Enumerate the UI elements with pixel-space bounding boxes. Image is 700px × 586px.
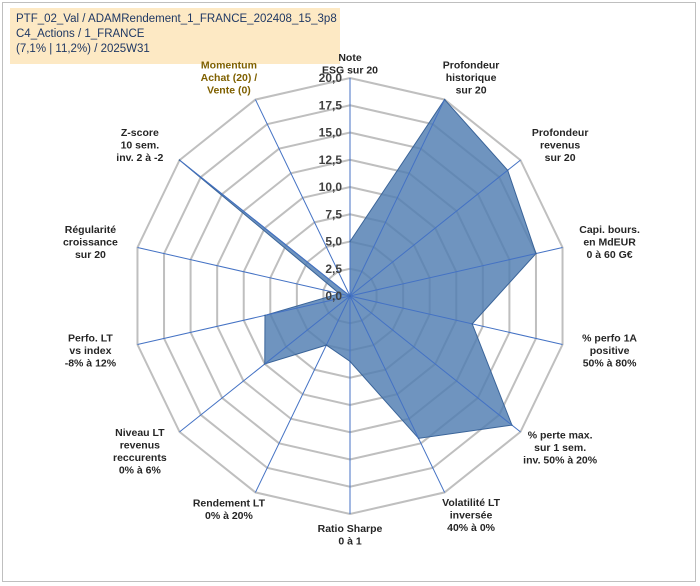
axis-label-6-line-1: inversée	[450, 509, 493, 521]
spoke-2	[349, 159, 521, 297]
tick-label-5: 12,5	[319, 153, 343, 167]
axis-label-0: Note ESG sur 20	[322, 52, 378, 77]
axis-label-2-line-0: Profondeur	[532, 127, 589, 139]
info-line-2: C4_Actions / 1_FRANCE	[16, 28, 145, 40]
spoke-3	[349, 247, 563, 297]
axis-label-9-line-3: 0% à 6%	[119, 465, 162, 477]
axis-label-4-line-0: % perfo 1A	[582, 332, 637, 344]
axis-label-3-line-2: 0 à 60 G€	[587, 249, 633, 261]
spoke-1	[349, 99, 446, 297]
data-point-6	[417, 437, 420, 440]
axis-label-11-line-1: croissance	[63, 237, 118, 249]
axis-label-1-line-2: sur 20	[456, 85, 487, 97]
spoke-4	[349, 295, 563, 345]
axis-label-0-line-1: ESG sur 20	[322, 65, 378, 77]
data-point-9	[263, 363, 266, 365]
axis-label-7: Ratio Sharpe 0 à 1	[318, 523, 383, 548]
axis-label-1-line-1: historique	[446, 72, 497, 84]
info-line-3: (7,1% | 11,2%) / 2025W31	[16, 43, 150, 55]
data-point-1	[443, 98, 446, 101]
tick-label-7: 17,5	[319, 98, 343, 112]
data-point-11	[338, 292, 341, 295]
data-point-5	[511, 424, 513, 426]
axis-label-0-line-0: Note	[338, 52, 361, 64]
tick-label-2: 5,0	[325, 235, 342, 249]
axis-label-3: Capi. bours. en MdEUR 0 à 60 G€	[579, 224, 640, 261]
axis-label-13-line-1: Achat (20) /	[201, 72, 258, 84]
data-point-7	[349, 360, 351, 363]
axis-label-5-line-1: sur 1 sem.	[534, 442, 586, 454]
axis-label-4-line-1: positive	[590, 345, 630, 357]
data-point-12	[178, 159, 181, 161]
data-point-2	[506, 169, 509, 172]
axis-label-4-line-2: 50% à 80%	[583, 357, 637, 369]
axis-label-2-line-2: sur 20	[545, 152, 576, 164]
axis-label-2: Profondeur revenus sur 20	[532, 127, 589, 164]
data-point-3	[535, 252, 537, 255]
axis-label-11-line-2: sur 20	[75, 249, 106, 261]
axis-label-5-line-0: % perte max.	[528, 430, 593, 442]
axis-label-3-line-0: Capi. bours.	[579, 224, 640, 236]
axis-label-10-line-2: -8% à 12%	[65, 357, 117, 369]
axis-label-10: Perfo. LT vs index -8% à 12%	[65, 332, 117, 369]
axis-label-9-line-0: Niveau LT	[115, 427, 165, 439]
axis-label-8-line-0: Rendement LT	[193, 498, 266, 510]
axis-label-12-line-2: inv. 2 à -2	[116, 152, 163, 164]
axis-label-4: % perfo 1A positive 50% à 80%	[582, 332, 637, 369]
tick-label-4: 10,0	[319, 180, 343, 194]
axis-label-7-line-1: 0 à 1	[338, 536, 362, 548]
tick-label-8: 20,0	[319, 71, 343, 85]
data-point-4	[471, 323, 474, 325]
axis-label-1-line-0: Profondeur	[443, 60, 500, 72]
data-point-8	[325, 344, 328, 346]
axis-label-13: Momentum Achat (20) / Vente (0)	[201, 60, 258, 97]
axis-label-7-line-0: Ratio Sharpe	[318, 523, 383, 535]
spoke-6	[349, 295, 446, 493]
axis-label-12-line-1: 10 sem.	[121, 139, 160, 151]
axis-label-6-line-2: 40% à 0%	[447, 522, 496, 534]
axis-label-10-line-1: vs index	[69, 345, 111, 357]
axis-label-12: Z-score 10 sem. inv. 2 à -2	[116, 127, 163, 164]
spoke-8	[254, 295, 351, 493]
data-point-0	[349, 240, 351, 243]
axis-label-9-line-2: reccurents	[113, 452, 167, 464]
tick-label-3: 7,5	[325, 207, 342, 221]
axis-label-11-line-0: Régularité	[65, 224, 117, 236]
tick-label-1: 2,5	[325, 262, 342, 276]
axis-label-13-line-0: Momentum	[201, 60, 257, 72]
axis-label-5-line-2: inv. 50% à 20%	[523, 455, 598, 467]
axis-label-9: Niveau LT revenus reccurents 0% à 6%	[113, 427, 167, 477]
tick-label-0: 0,0	[325, 289, 342, 303]
axis-label-10-line-0: Perfo. LT	[68, 332, 113, 344]
spoke-11	[137, 247, 351, 297]
info-box: PTF_02_Val / ADAMRendement_1_FRANCE_2024…	[10, 8, 340, 64]
axis-label-6: Volatilité LT inversée 40% à 0%	[442, 497, 501, 534]
axis-label-1: Profondeur historique sur 20	[443, 60, 500, 97]
axis-label-12-line-0: Z-score	[121, 127, 159, 139]
spoke-5	[349, 295, 521, 433]
axis-label-9-line-1: revenus	[120, 440, 160, 452]
axis-label-5: % perte max. sur 1 sem. inv. 50% à 20%	[523, 430, 598, 467]
tick-label-6: 15,0	[319, 126, 343, 140]
axis-label-8-line-1: 0% à 20%	[205, 510, 254, 522]
axis-label-8: Rendement LT 0% à 20%	[193, 498, 266, 522]
axis-label-13-line-2: Vente (0)	[207, 85, 251, 97]
spoke-13	[254, 99, 351, 297]
axis-label-2-line-1: revenus	[540, 139, 580, 151]
data-point-10	[264, 314, 266, 317]
spoke-12	[179, 159, 351, 297]
spoke-10	[137, 295, 351, 345]
axis-label-3-line-1: en MdEUR	[583, 237, 636, 249]
axis-label-6-line-0: Volatilité LT	[442, 497, 501, 509]
axis-label-11: Régularité croissance sur 20	[63, 224, 118, 261]
info-line-1: PTF_02_Val / ADAMRendement_1_FRANCE_2024…	[16, 13, 337, 25]
data-point-13	[349, 295, 351, 297]
